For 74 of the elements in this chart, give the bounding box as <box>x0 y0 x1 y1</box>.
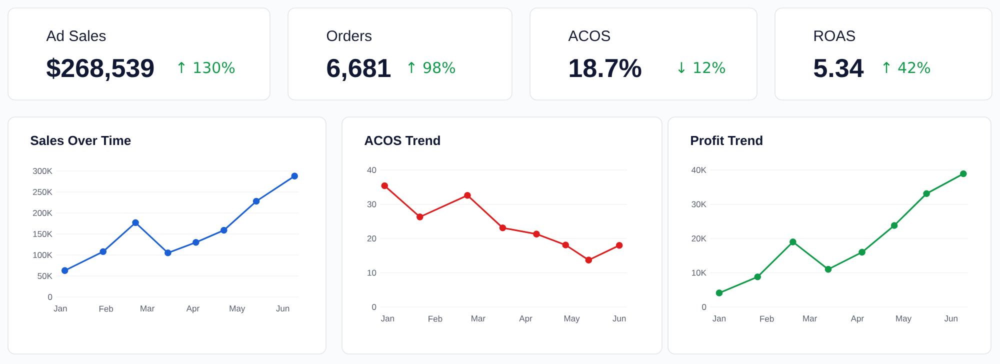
y-tick-label: 10K <box>692 270 706 276</box>
x-tick-label: Apr <box>519 316 532 324</box>
y-tick-label: 20 <box>367 235 376 242</box>
point <box>960 170 967 178</box>
x-tick-label: Apr <box>850 316 864 324</box>
point <box>533 230 540 238</box>
y-tick-label: 40K <box>692 166 706 174</box>
x-tick-label: May <box>564 316 580 324</box>
point <box>923 190 930 198</box>
text: ↑ 42% <box>883 62 930 74</box>
y-tick-label: 0 <box>702 304 706 310</box>
point <box>716 290 723 296</box>
point <box>790 238 796 246</box>
x-tick-label: Jan <box>380 316 394 322</box>
chart-title: Sales Over Time <box>30 136 131 146</box>
x-tick-label: May <box>230 306 246 314</box>
point <box>499 224 506 232</box>
point <box>220 226 228 234</box>
point <box>132 219 139 226</box>
point <box>585 256 592 264</box>
y-tick-label: 300K <box>32 168 52 174</box>
y-tick-label: 20K <box>692 235 706 242</box>
y-tick-label: 40 <box>367 166 376 174</box>
x-tick-label: Mar <box>140 306 154 312</box>
x-tick-label: Feb <box>760 316 774 322</box>
x-tick-label: May <box>896 316 912 324</box>
text: Ad Sales <box>46 30 106 42</box>
x-tick-label: Apr <box>186 306 200 314</box>
point <box>252 198 260 205</box>
point <box>616 242 623 249</box>
point <box>464 192 471 199</box>
point <box>858 248 866 256</box>
text: Orders <box>326 30 372 42</box>
point <box>562 242 570 248</box>
text: 18.7% <box>570 58 642 78</box>
x-tick-label: Jun <box>612 316 626 322</box>
point <box>61 267 68 274</box>
x-tick-label: Jun <box>276 306 290 312</box>
x-tick-label: Jan <box>54 306 67 312</box>
point <box>381 182 388 190</box>
x-tick-label: Mar <box>472 316 486 322</box>
point <box>192 239 200 246</box>
y-tick-label: 200K <box>33 210 52 216</box>
y-tick-label: 150K <box>33 230 52 238</box>
y-tick-label: 0 <box>48 294 52 300</box>
text: $268,539 <box>46 58 154 82</box>
point <box>164 250 172 256</box>
x-tick-label: Feb <box>99 306 114 312</box>
point <box>754 273 762 280</box>
x-tick-label: Mar <box>803 316 817 322</box>
text: ↑ 130% <box>178 62 235 74</box>
point <box>824 266 832 273</box>
y-tick-label: 100K <box>33 252 52 258</box>
y-tick-label: 250K <box>33 188 52 196</box>
y-tick-label: 0 <box>372 304 376 310</box>
text: ↓ 12% <box>678 62 726 74</box>
point <box>416 214 424 220</box>
y-tick-label: 10 <box>368 270 376 276</box>
chart-title: Profit Trend <box>691 136 762 146</box>
y-tick-label: 30K <box>692 201 706 208</box>
x-tick-label: Jan <box>712 316 726 322</box>
point <box>100 248 107 256</box>
point <box>291 172 298 180</box>
text: ACOS <box>568 30 610 42</box>
y-tick-label: 50K <box>38 272 52 280</box>
chart-title: ACOS Trend <box>364 136 440 146</box>
x-tick-label: Feb <box>428 316 442 322</box>
point <box>890 222 898 229</box>
text: ↑ 98% <box>408 62 456 74</box>
y-tick-label: 30 <box>367 201 376 208</box>
text: 6,681 <box>327 58 391 82</box>
text: ROAS <box>814 30 856 42</box>
text: 5.34 <box>814 58 864 78</box>
x-tick-label: Jun <box>944 316 958 322</box>
